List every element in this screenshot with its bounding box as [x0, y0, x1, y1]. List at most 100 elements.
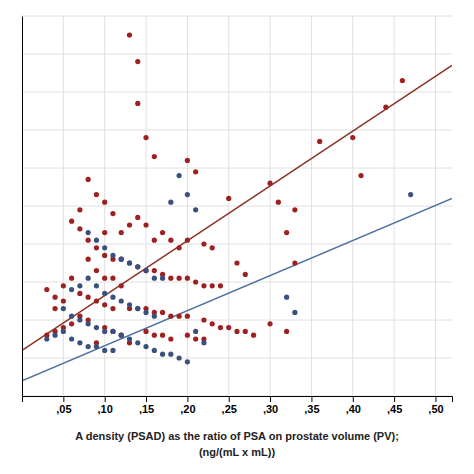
point [110, 348, 115, 353]
point [135, 264, 140, 269]
point [152, 276, 157, 281]
point [94, 325, 99, 330]
point [152, 268, 157, 273]
point [168, 276, 173, 281]
point [119, 298, 124, 303]
point [358, 173, 363, 178]
point [110, 276, 115, 281]
point [210, 283, 215, 288]
grid-line-y [22, 130, 452, 131]
point [110, 295, 115, 300]
grid-line-y [22, 206, 452, 207]
point [86, 238, 91, 243]
point [193, 279, 198, 284]
x-tick: ,50 [428, 396, 443, 415]
point [160, 352, 165, 357]
point [152, 154, 157, 159]
point [102, 245, 107, 250]
point [110, 329, 115, 334]
point [94, 238, 99, 243]
point [201, 283, 206, 288]
point [102, 291, 107, 296]
point [143, 344, 148, 349]
point [69, 276, 74, 281]
point [185, 314, 190, 319]
point [193, 207, 198, 212]
point [143, 135, 148, 140]
point [400, 78, 405, 83]
point [52, 333, 57, 338]
point [135, 264, 140, 269]
point [177, 173, 182, 178]
trend-line [22, 65, 452, 350]
point [201, 340, 206, 345]
point [110, 211, 115, 216]
point [383, 105, 388, 110]
point [127, 222, 132, 227]
point [86, 257, 91, 262]
point [77, 226, 82, 231]
point [127, 336, 132, 341]
point [193, 169, 198, 174]
x-tick-label: ,30 [263, 403, 278, 415]
point [210, 245, 215, 250]
point [193, 329, 198, 334]
point [350, 135, 355, 140]
point [94, 298, 99, 303]
x-tick: ,05 [56, 396, 71, 415]
x-tick-label: ,40 [346, 403, 361, 415]
point [243, 329, 248, 334]
grid-line-y [22, 168, 452, 169]
point [135, 306, 140, 311]
point [77, 283, 82, 288]
x-tick-label: ,45 [387, 403, 402, 415]
grid-line-y [22, 16, 452, 17]
x-tick-label: ,35 [304, 403, 319, 415]
point [160, 333, 165, 338]
point [102, 348, 107, 353]
point [243, 272, 248, 277]
y-axis-line [22, 17, 23, 397]
point [127, 260, 132, 265]
point [185, 276, 190, 281]
point [168, 200, 173, 205]
chart: ,05,10,15,20,25,30,35,40,45,50A density … [0, 0, 474, 474]
point [102, 253, 107, 258]
point [251, 333, 256, 338]
point [160, 310, 165, 315]
x-axis-line [23, 397, 453, 403]
x-axis-title-line: A density (PSAD) as the ratio of PSA on … [75, 430, 399, 442]
point [86, 276, 91, 281]
point [152, 333, 157, 338]
x-tick-label: ,50 [428, 403, 443, 415]
point [102, 329, 107, 334]
point [119, 283, 124, 288]
point [284, 329, 289, 334]
point [185, 192, 190, 197]
point [61, 329, 66, 334]
point [284, 230, 289, 235]
point [94, 268, 99, 273]
point [234, 260, 239, 265]
point [127, 32, 132, 37]
grid-line-y [22, 54, 452, 55]
x-tick-mark [229, 396, 230, 402]
point [102, 276, 107, 281]
trend-line [22, 198, 452, 380]
x-tick-label: ,20 [180, 403, 195, 415]
point [135, 59, 140, 64]
point [44, 336, 49, 341]
point [143, 268, 148, 273]
point [135, 215, 140, 220]
scatter-series [44, 173, 413, 364]
point [69, 336, 74, 341]
point [119, 257, 124, 262]
point [143, 222, 148, 227]
x-tick-mark [353, 396, 354, 402]
point [52, 306, 57, 311]
point [86, 344, 91, 349]
point [143, 310, 148, 315]
point [218, 283, 223, 288]
point [69, 219, 74, 224]
point [119, 230, 124, 235]
